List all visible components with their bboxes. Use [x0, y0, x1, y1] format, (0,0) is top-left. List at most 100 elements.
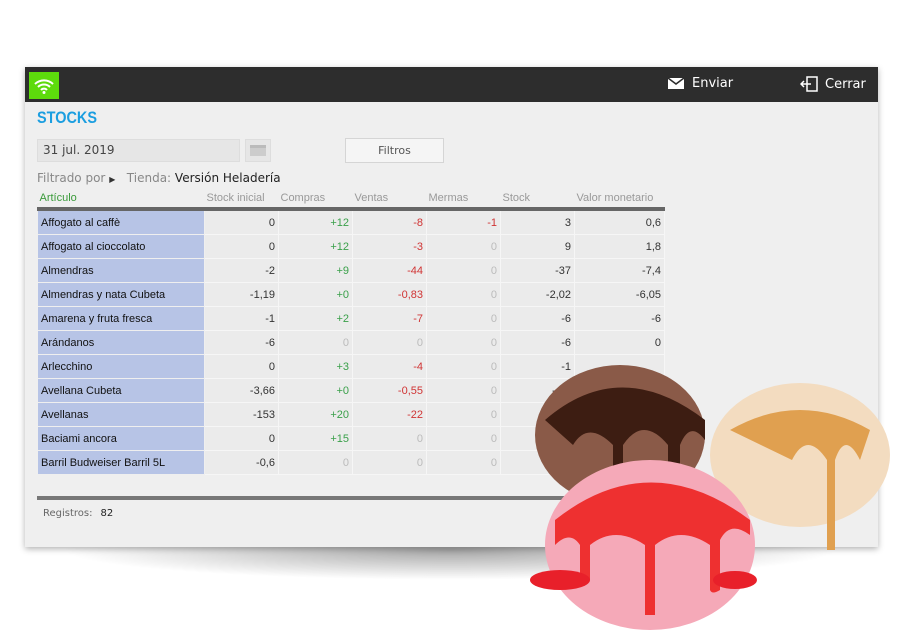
wifi-icon[interactable] [29, 72, 59, 99]
value-cell: +12 [278, 234, 353, 259]
value-cell: 0 [352, 450, 427, 475]
store-value: Versión Heladería [174, 171, 281, 185]
filters-button[interactable]: Filtros [345, 138, 444, 163]
value-cell: -6 [574, 306, 665, 331]
article-name-cell: Arándanos [37, 330, 205, 355]
table-row[interactable]: Arándanos -6 0 0 0 -6 0 [37, 330, 665, 355]
filter-summary: Filtrado por ▶ Tienda: Versión Heladería [37, 171, 281, 185]
value-cell: -1 [426, 208, 501, 235]
column-header[interactable]: Valor monetario [574, 189, 665, 211]
article-name-cell: Avellana Cubeta [37, 378, 205, 403]
column-header[interactable]: Compras [278, 189, 353, 211]
store-label: Tienda: [126, 171, 172, 185]
article-name-cell: Almendras [37, 258, 205, 283]
value-cell: 9 [500, 234, 575, 259]
value-cell: -3 [352, 234, 427, 259]
value-cell: -1,19 [204, 282, 279, 307]
value-cell: 0 [426, 450, 501, 475]
value-cell: 0,6 [574, 208, 665, 235]
value-cell: -2,02 [500, 282, 575, 307]
value-cell: 0 [426, 306, 501, 331]
close-button[interactable]: Cerrar [800, 76, 866, 92]
value-cell: -2 [204, 258, 279, 283]
value-cell: -44 [352, 258, 427, 283]
table-row[interactable]: Amarena y fruta fresca -1 +2 -7 0 -6 -6 [37, 306, 665, 331]
column-header[interactable]: Artículo [37, 189, 205, 211]
caret-right-icon: ▶ [109, 175, 116, 184]
value-cell: 0 [352, 330, 427, 355]
value-cell: -8 [352, 208, 427, 235]
value-cell: -22 [352, 402, 427, 427]
value-cell: 0 [204, 208, 279, 235]
value-cell: -0,83 [352, 282, 427, 307]
column-header[interactable]: Mermas [426, 189, 501, 211]
value-cell: -1 [204, 306, 279, 331]
article-name-cell: Affogato al caffè [37, 208, 205, 235]
value-cell: -6 [500, 330, 575, 355]
value-cell: +0 [278, 378, 353, 403]
value-cell: -6,05 [574, 282, 665, 307]
value-cell: +0 [278, 282, 353, 307]
table-row[interactable]: Arlecchino 0 +3 -4 0 -1 [37, 354, 665, 379]
value-cell: 0 [426, 426, 501, 451]
article-name-cell: Amarena y fruta fresca [37, 306, 205, 331]
value-cell: +3 [278, 354, 353, 379]
table-row[interactable]: Affogato al caffè 0 +12 -8 -1 3 0,6 [37, 208, 665, 235]
column-header[interactable]: Ventas [352, 189, 427, 211]
article-name-cell: Baciami ancora [37, 426, 205, 451]
value-cell: -0,55 [352, 378, 427, 403]
value-cell: -1 [500, 354, 575, 379]
value-cell: +20 [278, 402, 353, 427]
table-row[interactable]: Affogato al cioccolato 0 +12 -3 0 9 1,8 [37, 234, 665, 259]
envelope-icon [667, 77, 685, 89]
value-cell: -153 [204, 402, 279, 427]
value-cell: 1,8 [574, 234, 665, 259]
value-cell: 0 [204, 234, 279, 259]
article-name-cell: Barril Budweiser Barril 5L [37, 450, 205, 475]
value-cell: 0 [426, 378, 501, 403]
value-cell: 0 [426, 330, 501, 355]
value-cell: 0 [426, 354, 501, 379]
page-title: STOCKS [37, 108, 97, 127]
value-cell: 0 [278, 450, 353, 475]
value-cell: 3 [500, 208, 575, 235]
records-value: 82 [100, 508, 114, 519]
value-cell: 0 [204, 426, 279, 451]
table-row[interactable]: Almendras -2 +9 -44 0 -37 -7,4 [37, 258, 665, 283]
article-name-cell: Arlecchino [37, 354, 205, 379]
value-cell: 0 [574, 330, 665, 355]
calendar-icon[interactable] [245, 139, 271, 162]
article-name-cell: Avellanas [37, 402, 205, 427]
column-header[interactable]: Stock [500, 189, 575, 211]
send-button[interactable]: Enviar [667, 76, 733, 91]
value-cell: 0 [204, 354, 279, 379]
table-row[interactable]: Almendras y nata Cubeta -1,19 +0 -0,83 0 -2,0… [37, 282, 665, 307]
value-cell: 0 [426, 234, 501, 259]
date-field[interactable]: 31 jul. 2019 [37, 139, 240, 162]
close-label: Cerrar [825, 76, 866, 92]
app-window: Enviar Cerrar STOCKS 31 jul. 2019 Filtro… [25, 67, 878, 547]
value-cell: +12 [278, 208, 353, 235]
value-cell: 0 [278, 330, 353, 355]
value-cell: -37 [500, 258, 575, 283]
filtered-by-label[interactable]: Filtrado por [37, 171, 106, 185]
value-cell: +15 [278, 426, 353, 451]
value-cell: -7,4 [574, 258, 665, 283]
value-cell: -6 [204, 330, 279, 355]
records-label: Registros: [43, 508, 93, 519]
value-cell: 0 [426, 402, 501, 427]
value-cell: 0 [426, 258, 501, 283]
value-cell: -0,6 [204, 450, 279, 475]
ice-cream-image [530, 365, 890, 630]
value-cell: 0 [426, 282, 501, 307]
records-count: Registros: 82 [43, 508, 113, 519]
value-cell: -6 [500, 306, 575, 331]
table-bottom-border [37, 496, 664, 500]
value-cell: +2 [278, 306, 353, 331]
value-cell: +9 [278, 258, 353, 283]
value-cell: -4 [352, 354, 427, 379]
top-bar: Enviar Cerrar [25, 67, 878, 102]
value-cell: -7 [352, 306, 427, 331]
column-header[interactable]: Stock inicial [204, 189, 279, 211]
article-name-cell: Affogato al cioccolato [37, 234, 205, 259]
